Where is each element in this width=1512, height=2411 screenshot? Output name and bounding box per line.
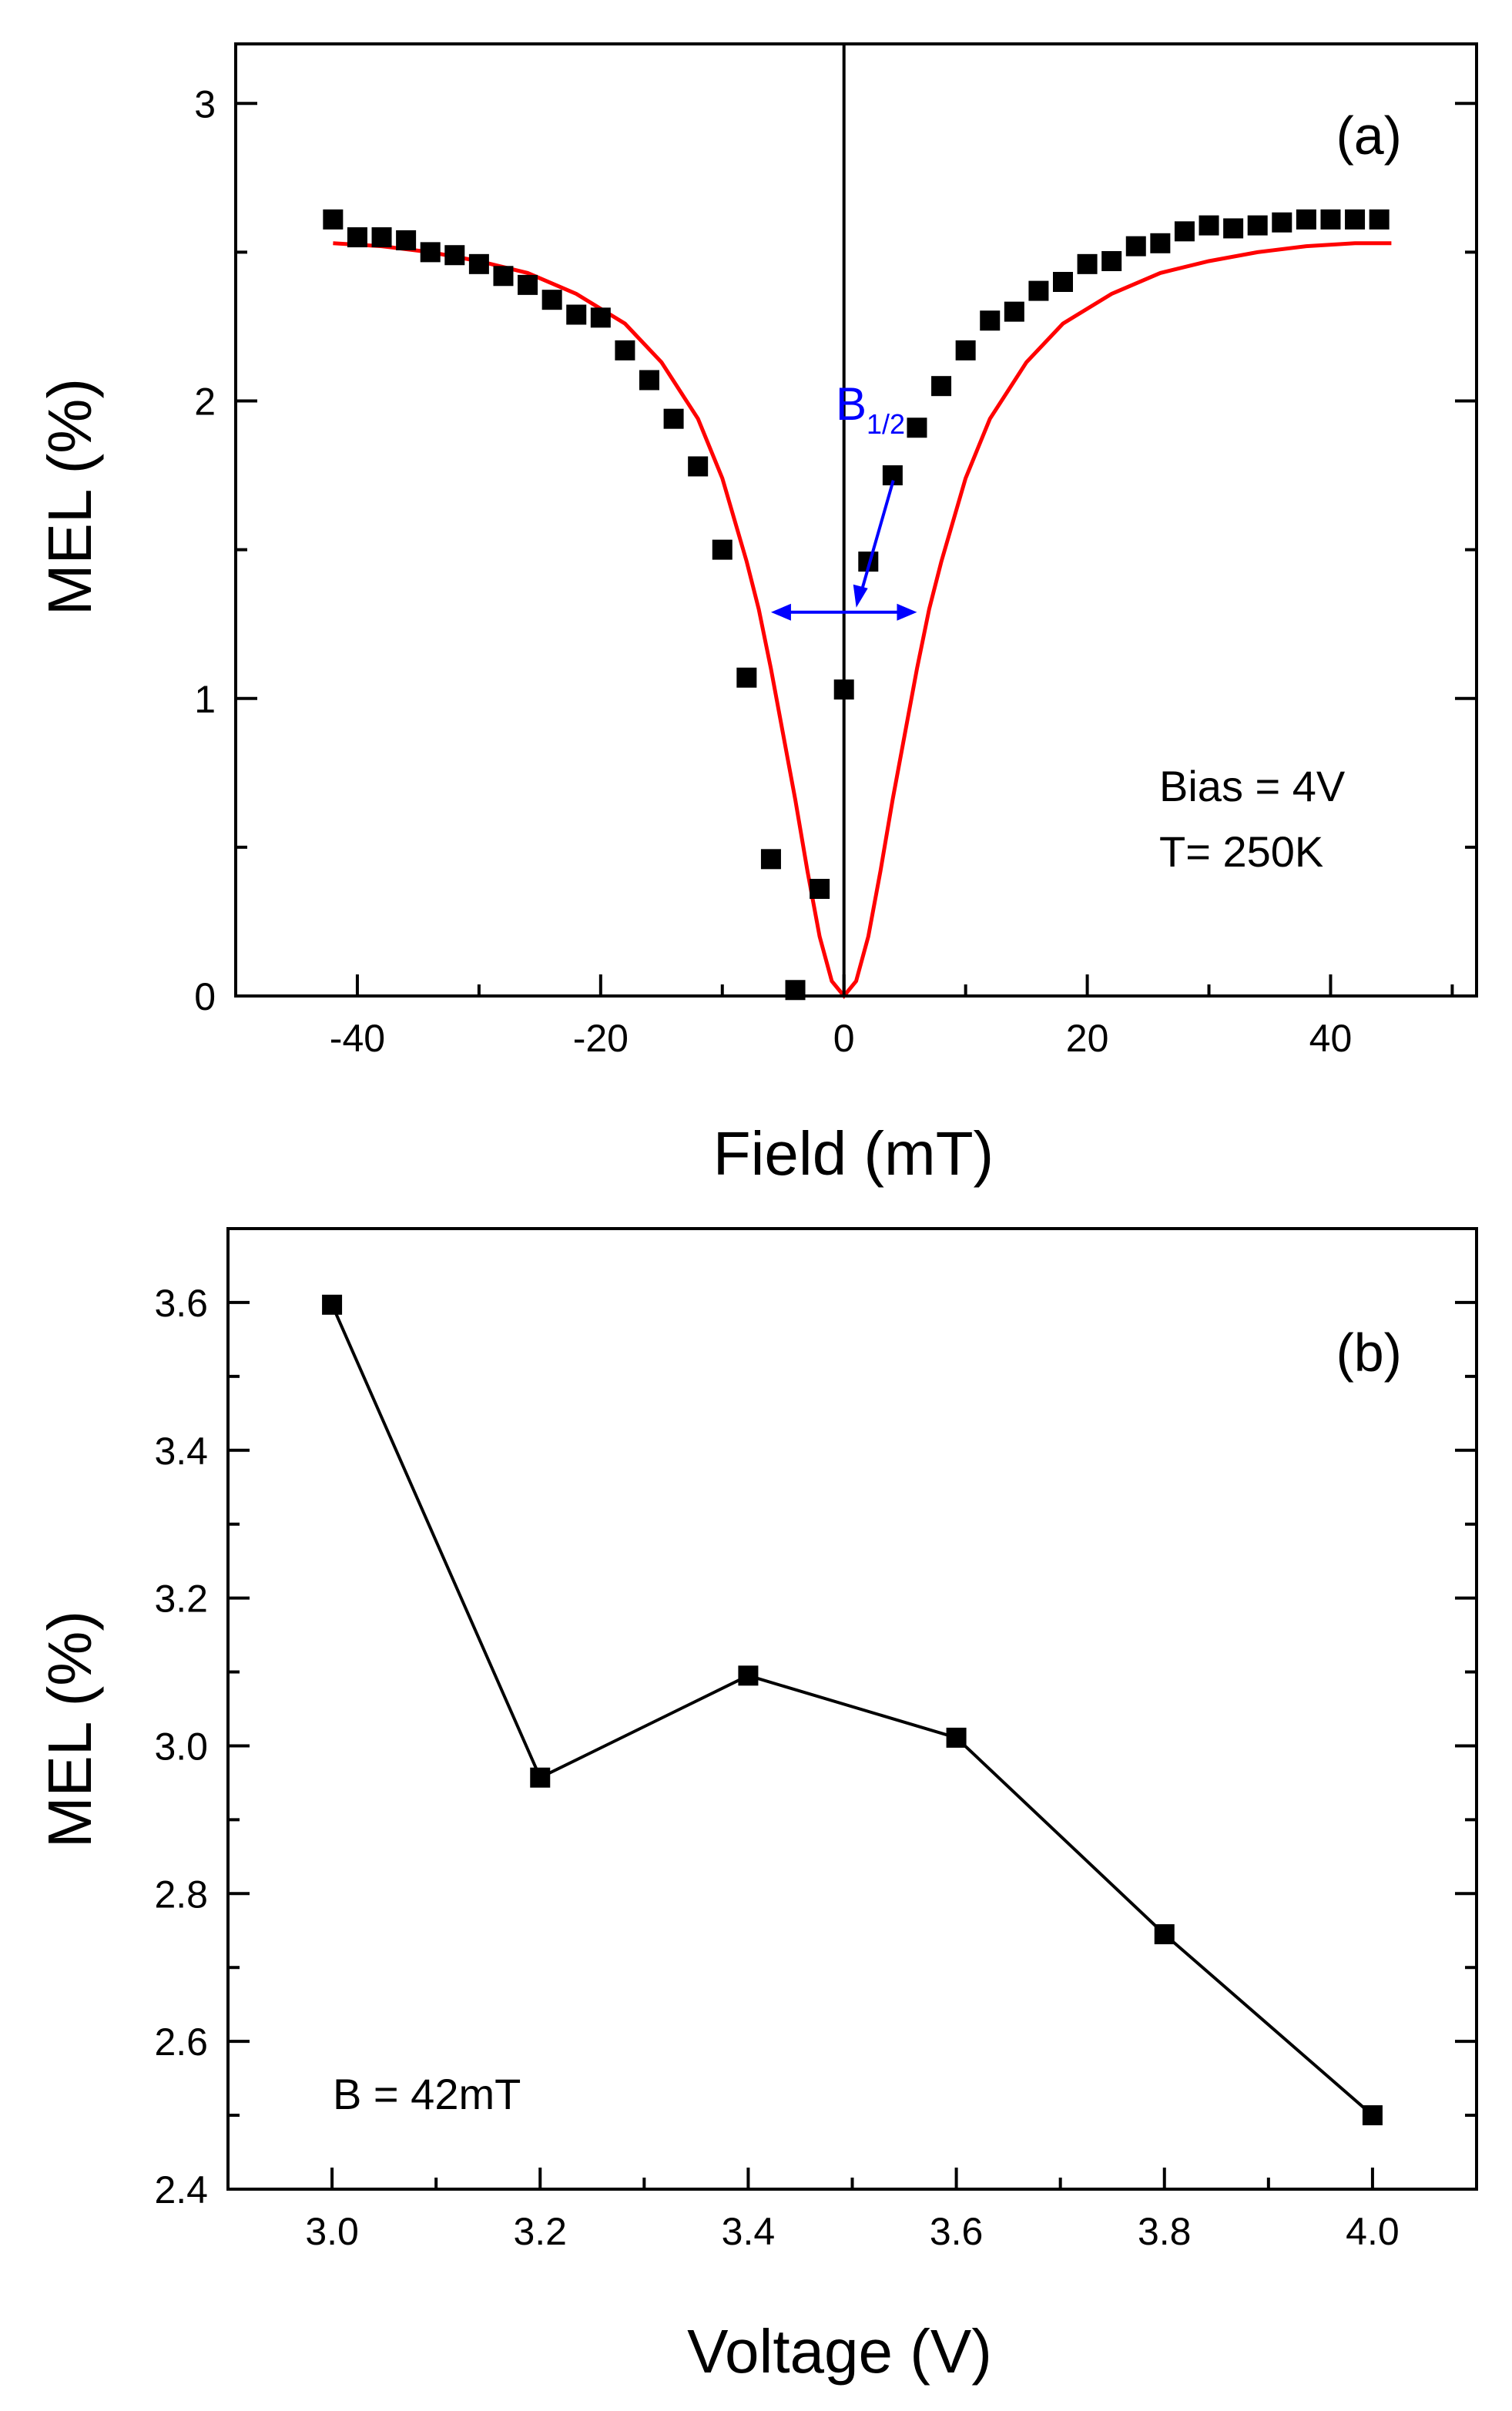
panel-b-frame	[226, 1227, 1478, 2191]
data-point	[736, 667, 757, 688]
data-point	[1272, 212, 1292, 233]
data-point	[760, 849, 781, 870]
panel-b: 3.0 3.2 3.4 3.6 3.8 4.02.42.62.83.03.23.43.6 …	[35, 1227, 1478, 2386]
bias-annotation: Bias = 4V	[1159, 762, 1346, 810]
panel-a-x-tick-label: -40	[330, 1017, 385, 1060]
data-point	[955, 340, 976, 360]
data-point	[1223, 218, 1244, 239]
data-point	[323, 209, 344, 230]
data-point	[322, 1294, 343, 1315]
panel-b-x-tick-label: 3.2	[513, 2210, 567, 2253]
data-point	[833, 679, 854, 700]
data-point	[1077, 253, 1098, 274]
b-half-pointer-arrowhead	[853, 584, 868, 608]
data-point	[931, 376, 952, 397]
temperature-annotation: T= 250K	[1159, 827, 1323, 876]
panel-b-y-tick-label: 3.4	[154, 1430, 208, 1473]
data-point	[1369, 209, 1390, 230]
panel-b-y-tick-label: 2.8	[154, 1873, 208, 1916]
data-point	[518, 274, 538, 295]
data-point	[1150, 233, 1171, 253]
data-point	[615, 340, 635, 360]
data-point	[1320, 209, 1341, 230]
b-half-label: B1/2	[836, 378, 905, 440]
half-width-arrowhead-right	[897, 603, 917, 621]
panel-a-x-tick-label: 20	[1066, 1017, 1109, 1060]
panel-a-label: (a)	[1336, 106, 1402, 166]
data-point	[946, 1727, 967, 1748]
data-point	[566, 304, 587, 325]
panel-a-x-tick-label: -20	[573, 1017, 629, 1060]
panel-a-ticks: -40 -20 0 20 40 0 1 2 3	[194, 82, 1477, 1060]
data-point	[1247, 215, 1268, 236]
b-half-main: B	[836, 378, 867, 430]
panel-b-x-tick-label: 4.0	[1346, 2210, 1400, 2253]
data-point	[420, 242, 441, 263]
panel-b-x-tick-label: 3.8	[1138, 2210, 1192, 2253]
data-point	[1154, 1924, 1175, 1945]
panel-a-x-tick-label: 0	[833, 1017, 855, 1060]
panel-a-x-tick-label: 40	[1309, 1017, 1353, 1060]
panel-b-x-tick-label: 3.6	[930, 2210, 984, 2253]
panel-b-y-tick-label: 2.6	[154, 2020, 208, 2064]
panel-b-y-tick-label: 2.4	[154, 2168, 208, 2211]
panel-a-y-tick-label: 1	[194, 678, 216, 721]
panel-b-y-tick-label: 3.2	[154, 1578, 208, 1621]
series-line	[330, 1303, 1374, 2117]
data-point	[347, 227, 367, 248]
data-point	[738, 1665, 759, 1686]
data-point	[1053, 272, 1073, 292]
panel-b-x-axis-label: Voltage (V)	[687, 2317, 992, 2386]
data-point	[1362, 2105, 1383, 2126]
data-point	[663, 408, 684, 429]
data-point	[1101, 250, 1122, 271]
data-point	[396, 230, 417, 250]
data-point	[712, 539, 733, 560]
fit-curve	[333, 241, 1392, 999]
panel-a-y-tick-label: 3	[194, 82, 216, 126]
panel-a-y-axis-label: MEL (%)	[35, 378, 104, 615]
data-point	[468, 253, 489, 274]
data-point	[1174, 221, 1195, 242]
panel-a-y-tick-label: 0	[194, 975, 216, 1018]
data-point	[371, 227, 392, 248]
data-point	[639, 370, 659, 391]
data-point	[1345, 209, 1366, 230]
data-point	[1004, 301, 1024, 322]
panel-b-marks	[322, 1294, 1383, 2126]
data-point	[907, 417, 927, 438]
data-point	[688, 456, 709, 477]
b-half-subscript: 1/2	[867, 408, 905, 440]
panel-b-x-tick-label: 3.4	[722, 2210, 776, 2253]
data-point	[493, 266, 514, 287]
data-point	[444, 245, 465, 266]
panel-b-x-tick-label: 3.0	[305, 2210, 359, 2253]
panel-b-y-axis-label: MEL (%)	[35, 1611, 104, 1848]
data-point	[810, 878, 830, 899]
panel-b-y-tick-label: 3.6	[154, 1282, 208, 1325]
data-point	[1125, 236, 1146, 257]
panel-a-marks	[323, 44, 1392, 1001]
data-point	[1296, 209, 1316, 230]
panel-a-y-tick-label: 2	[194, 381, 216, 424]
half-width-arrowhead-left	[770, 603, 791, 621]
panel-b-y-tick-label: 3.0	[154, 1725, 208, 1768]
panel-b-label: (b)	[1336, 1323, 1402, 1383]
data-point	[1028, 280, 1049, 301]
data-point	[590, 307, 611, 328]
panel-a-x-axis-label: Field (mT)	[713, 1119, 994, 1188]
data-point	[1199, 215, 1219, 236]
field-annotation: B = 42mT	[333, 2070, 521, 2118]
panel-b-ticks: 3.0 3.2 3.4 3.6 3.8 4.0 2.4 2.6 2.8 3.0 3.2 3.4 3.6	[154, 1282, 1477, 2253]
data-point	[530, 1767, 551, 1788]
data-point	[980, 310, 1001, 331]
b-half-pointer	[860, 480, 895, 592]
panel-a: -40 -20 0 20 40 0 1 2 3 (a) Bias = 4V T= 250K Fi…	[35, 42, 1478, 1188]
panel-a-frame	[234, 42, 1478, 998]
data-point	[541, 290, 562, 310]
